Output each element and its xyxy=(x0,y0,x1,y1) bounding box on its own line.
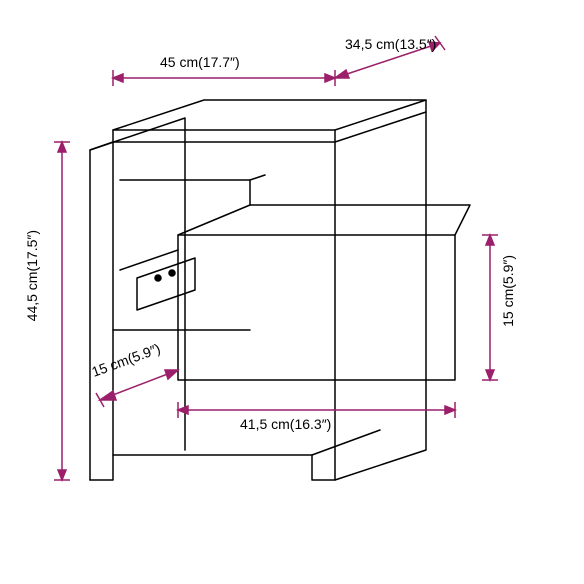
width-label: 45 cm(17.7″) xyxy=(160,54,240,70)
drawer-width-label: 41,5 cm(16.3″) xyxy=(240,416,331,432)
height-label: 44,5 cm(17.5″) xyxy=(24,230,40,321)
depth-label: 34,5 cm(13.5″) xyxy=(345,36,436,52)
dimension-diagram xyxy=(0,0,584,584)
drawer-height-label: 15 cm(5.9″) xyxy=(500,255,516,327)
